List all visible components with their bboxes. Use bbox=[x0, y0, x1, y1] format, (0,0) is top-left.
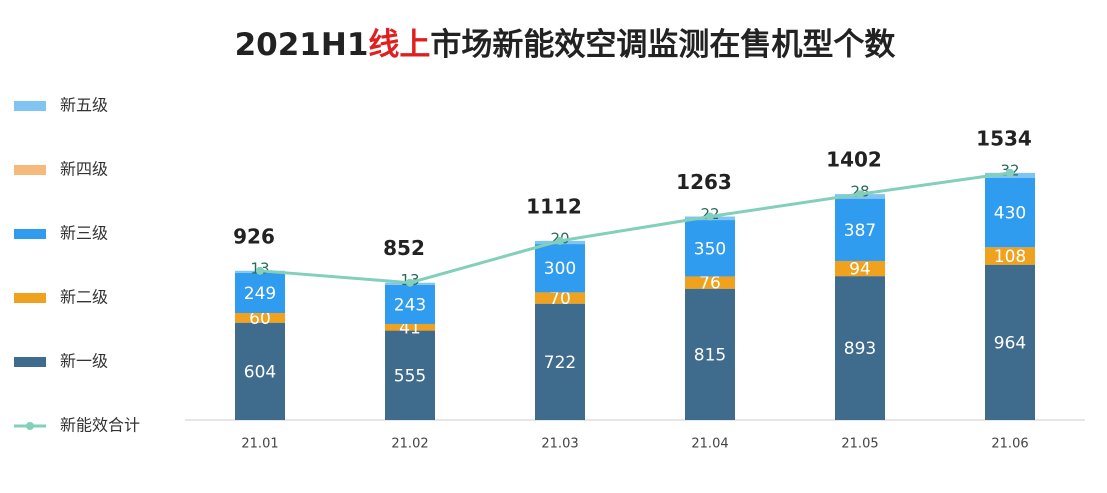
legend-swatch bbox=[14, 101, 46, 111]
total-label: 1263 bbox=[676, 170, 732, 194]
x-tick-label: 21.06 bbox=[991, 437, 1028, 452]
legend-swatch bbox=[14, 229, 46, 239]
bar-segment bbox=[235, 322, 285, 420]
line-point bbox=[1006, 168, 1014, 177]
value-label: 94 bbox=[849, 260, 871, 280]
chart-title: 2021H1线上市场新能效空调监测在售机型个数 bbox=[235, 27, 896, 63]
bar-segment bbox=[385, 323, 435, 331]
line-point bbox=[406, 278, 414, 287]
bar-segment bbox=[385, 330, 435, 420]
value-label: 387 bbox=[844, 221, 876, 241]
title-part: 市场新能效空调监测在售机型个数 bbox=[430, 27, 895, 63]
legend-label: 新二级 bbox=[60, 288, 108, 307]
title-highlight: 线上 bbox=[368, 27, 430, 63]
line bbox=[259, 171, 1011, 285]
x-tick-label: 21.01 bbox=[241, 437, 278, 452]
value-label: 70 bbox=[549, 289, 571, 309]
legend-label: 新一级 bbox=[60, 352, 108, 371]
value-label: 243 bbox=[394, 295, 426, 315]
x-tick-label: 21.02 bbox=[391, 437, 428, 452]
bar-segment bbox=[985, 178, 1035, 248]
total-label: 1402 bbox=[826, 148, 882, 172]
legend-swatch bbox=[14, 357, 46, 367]
bar-segment bbox=[535, 244, 585, 293]
bar-segment bbox=[685, 288, 735, 420]
value-label: 893 bbox=[844, 339, 876, 359]
line-point bbox=[706, 212, 714, 221]
total-label: 1534 bbox=[976, 126, 1032, 150]
bar-segment bbox=[835, 276, 885, 420]
line-point bbox=[556, 236, 564, 245]
value-label: 604 bbox=[244, 362, 276, 382]
bar-segment bbox=[535, 292, 585, 304]
total-label: 1112 bbox=[526, 194, 582, 218]
legend-label: 新五级 bbox=[60, 96, 108, 115]
value-label: 722 bbox=[544, 353, 576, 373]
value-label: 430 bbox=[994, 204, 1026, 224]
line-point bbox=[256, 266, 264, 275]
value-label: 555 bbox=[394, 366, 426, 386]
bar-segment bbox=[535, 303, 585, 420]
value-label: 108 bbox=[994, 247, 1026, 267]
x-tick-label: 21.03 bbox=[541, 437, 578, 452]
total-label: 852 bbox=[383, 236, 425, 260]
value-label: 350 bbox=[694, 239, 726, 259]
value-label: 60 bbox=[249, 309, 271, 329]
value-label: 964 bbox=[994, 333, 1026, 353]
legend-label: 新三级 bbox=[60, 224, 108, 243]
total-label: 926 bbox=[233, 224, 275, 248]
legend-label: 新能效合计 bbox=[60, 416, 140, 435]
bar-segment bbox=[985, 247, 1035, 265]
bar-segment bbox=[685, 220, 735, 277]
legend-label: 新四级 bbox=[60, 160, 108, 179]
bar-segment bbox=[235, 272, 285, 314]
bar-segment bbox=[385, 284, 435, 324]
x-tick-label: 21.04 bbox=[691, 437, 728, 452]
bar-segment bbox=[835, 198, 885, 261]
value-label: 76 bbox=[699, 274, 721, 294]
legend-swatch bbox=[14, 165, 46, 175]
value-label: 249 bbox=[244, 284, 276, 304]
x-tick-label: 21.05 bbox=[841, 437, 878, 452]
bar-segment bbox=[235, 313, 285, 323]
value-label: 815 bbox=[694, 345, 726, 365]
value-label: 300 bbox=[544, 259, 576, 279]
title-part: 2021H1 bbox=[235, 27, 369, 63]
legend-swatch bbox=[26, 422, 34, 430]
bar-segment bbox=[685, 276, 735, 289]
bar-segment bbox=[985, 264, 1035, 420]
legend-swatch bbox=[14, 293, 46, 303]
bar-segment bbox=[835, 260, 885, 277]
line-point bbox=[856, 190, 864, 199]
